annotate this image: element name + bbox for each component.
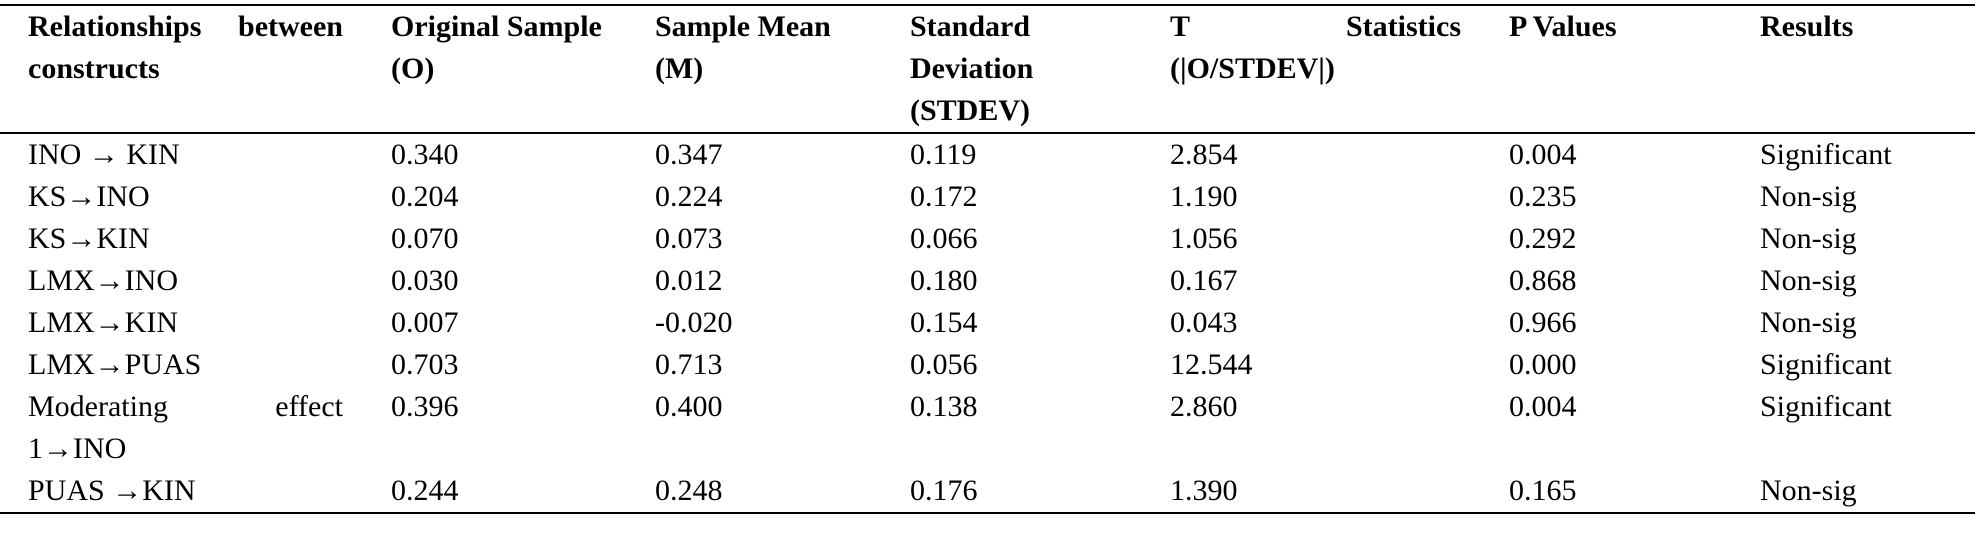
table-cell: INO → KIN [28, 138, 180, 171]
table-cell: Significant [1760, 348, 1892, 381]
table-cell: KS→INO [28, 180, 150, 213]
table-row: KS→KIN 0.070 0.073 0.066 1.056 0.292 Non-sig [0, 218, 1975, 260]
table-row: KS→INO 0.204 0.224 0.172 1.190 0.235 Non-sig [0, 176, 1975, 218]
table-cell: 0.204 [391, 180, 459, 213]
table-cell: 0.703 [391, 348, 459, 381]
table-cell: 0.119 [910, 138, 977, 171]
table-body: INO → KIN 0.340 0.347 0.119 2.854 0.004 Signif… [0, 133, 1975, 513]
header-cell: Original Sample (O) [391, 10, 602, 85]
table-cell: 0.012 [655, 264, 723, 297]
table-cell: 0.000 [1509, 348, 1577, 381]
header-cell: T Statistics (|O/STDEV|) [1170, 10, 1461, 85]
table-cell: 0.248 [655, 474, 723, 507]
table-cell: -0.020 [655, 306, 733, 339]
table-cell: Non-sig [1760, 474, 1857, 507]
table-cell: Significant [1760, 138, 1892, 171]
table-cell: PUAS →KIN [28, 474, 196, 507]
header-cell: Standard Deviation (STDEV) [910, 10, 1034, 127]
table-row: LMX→KIN 0.007 -0.020 0.154 0.043 0.966 Non-sig [0, 302, 1975, 344]
table-cell: 1.190 [1170, 180, 1238, 213]
table-cell: 0.224 [655, 180, 723, 213]
table-cell: 0.400 [655, 390, 723, 423]
table-cell: 0.167 [1170, 264, 1238, 297]
table-cell: 0.868 [1509, 264, 1577, 297]
table-cell: KS→KIN [28, 222, 150, 255]
table-cell: Non-sig [1760, 264, 1857, 297]
table-cell: 0.396 [391, 390, 459, 423]
table-cell: Non-sig [1760, 180, 1857, 213]
table-cell: 0.713 [655, 348, 723, 381]
table-cell: 0.347 [655, 138, 723, 171]
table-cell: 0.235 [1509, 180, 1577, 213]
table-cell: Non-sig [1760, 306, 1857, 339]
table-cell: 12.544 [1170, 348, 1253, 381]
results-table: Relationships between constructs Original… [0, 4, 1975, 514]
table-header: Relationships between constructs Original… [0, 5, 1975, 133]
table-row: PUAS →KIN 0.244 0.248 0.176 1.390 0.165 Non-si… [0, 470, 1975, 513]
table-cell: 0.043 [1170, 306, 1238, 339]
table-cell: 0.004 [1509, 138, 1577, 171]
table-cell: Non-sig [1760, 222, 1857, 255]
table-cell: LMX→INO [28, 264, 178, 297]
table-cell: 0.070 [391, 222, 459, 255]
header-cell: Results [1760, 10, 1854, 43]
table-cell: 0.007 [391, 306, 459, 339]
table-cell: 0.004 [1509, 390, 1577, 423]
table-cell: 0.244 [391, 474, 459, 507]
table-cell: 2.854 [1170, 138, 1238, 171]
table-row: LMX→PUAS 0.703 0.713 0.056 12.544 0.000 Signif… [0, 344, 1975, 386]
table-row: Moderating effect 1→INO 0.396 0.400 0.138 2.… [0, 386, 1975, 470]
table-cell: 0.138 [910, 390, 978, 423]
table-cell: 0.966 [1509, 306, 1577, 339]
table-cell: 0.292 [1509, 222, 1577, 255]
header-cell: Sample Mean (M) [655, 10, 831, 85]
table-cell: 0.154 [910, 306, 978, 339]
table-row: LMX→INO 0.030 0.012 0.180 0.167 0.868 Non-sig [0, 260, 1975, 302]
header-cell: Relationships between constructs [28, 10, 343, 85]
table-cell: 0.056 [910, 348, 978, 381]
table-cell: LMX→KIN [28, 306, 178, 339]
table-cell: 1.390 [1170, 474, 1238, 507]
table-cell: 0.073 [655, 222, 723, 255]
table-cell: 1.056 [1170, 222, 1238, 255]
table-cell: Significant [1760, 390, 1892, 423]
table-cell: 2.860 [1170, 390, 1238, 423]
table-cell: 0.172 [910, 180, 978, 213]
table-cell: LMX→PUAS [28, 348, 202, 381]
table-row: INO → KIN 0.340 0.347 0.119 2.854 0.004 Signif… [0, 133, 1975, 176]
table-cell: Moderating effect 1→INO [28, 390, 343, 465]
table-cell: 0.176 [910, 474, 978, 507]
header-row: Relationships between constructs Original… [0, 5, 1975, 133]
table-cell: 0.030 [391, 264, 459, 297]
table-cell: 0.066 [910, 222, 978, 255]
table-cell: 0.165 [1509, 474, 1577, 507]
table-cell: 0.180 [910, 264, 978, 297]
table-cell: 0.340 [391, 138, 459, 171]
header-cell: P Values [1509, 10, 1617, 43]
